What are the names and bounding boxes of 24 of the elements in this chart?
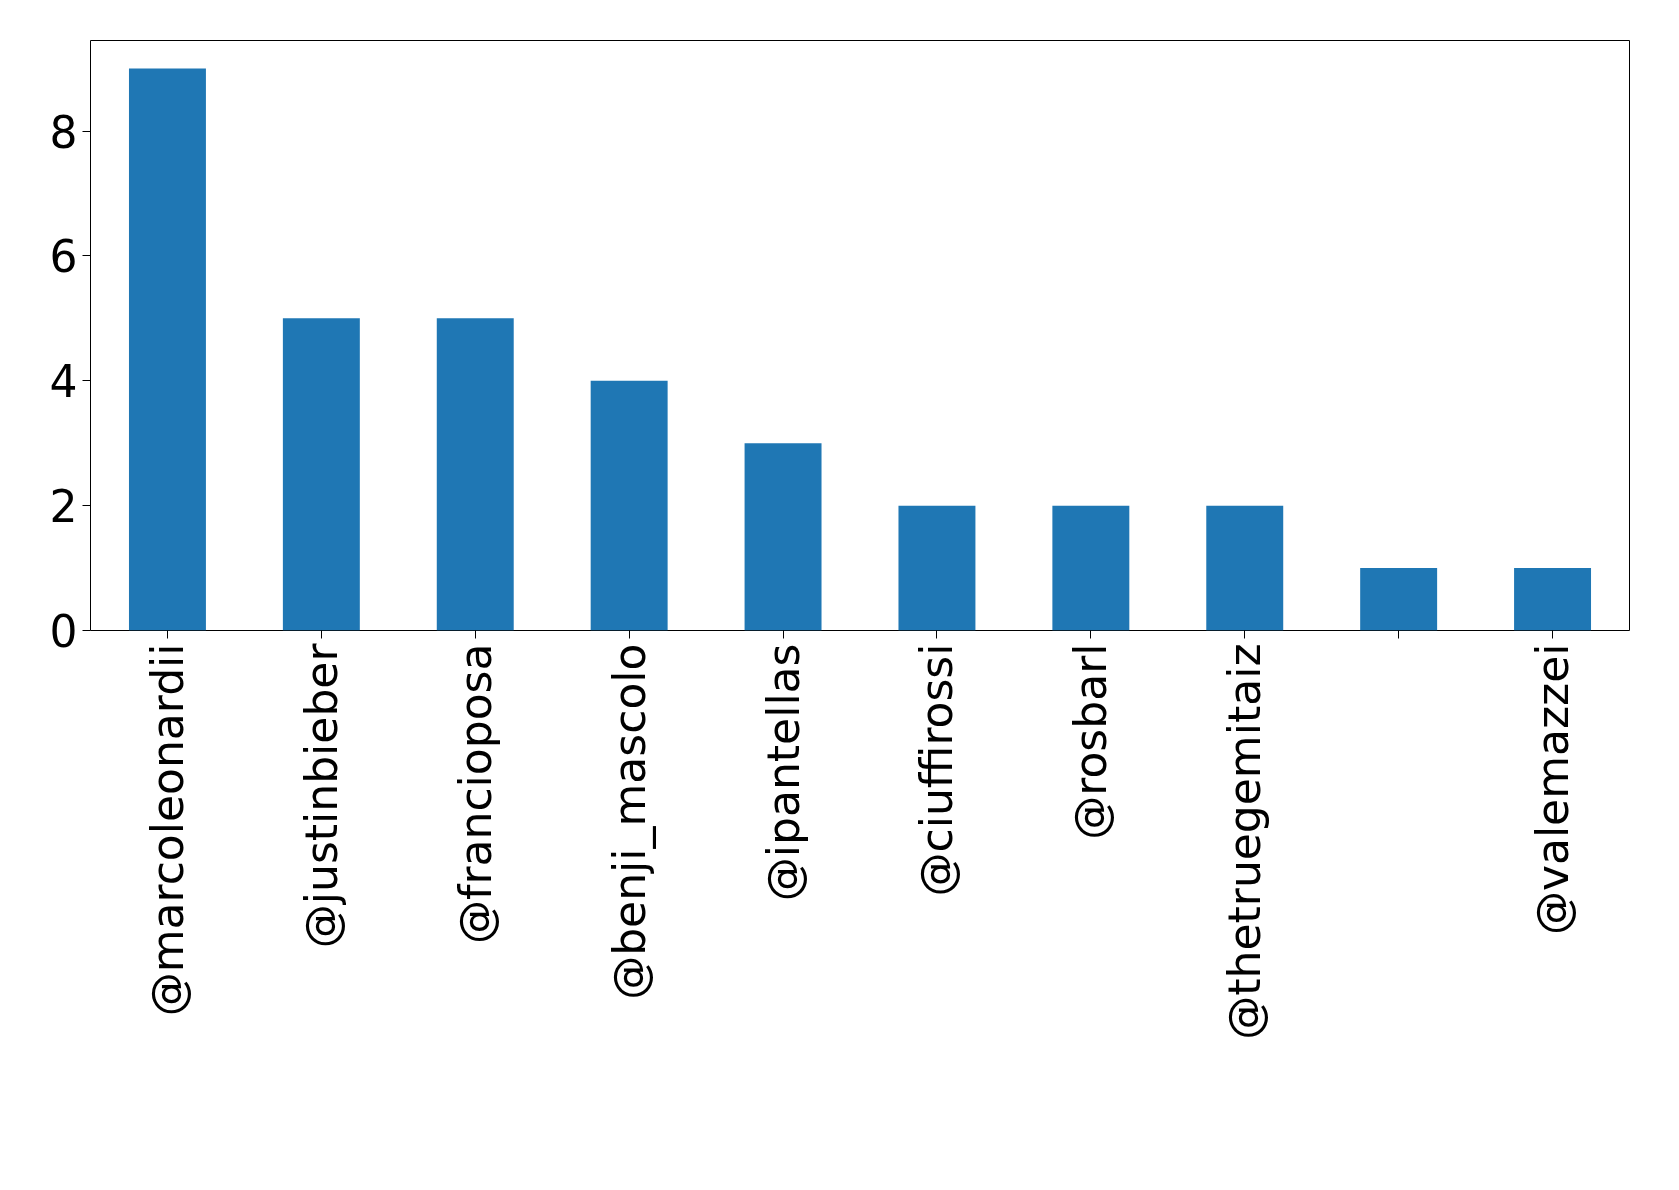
x-tick-label: @ciuffirossi	[911, 643, 963, 897]
x-tick-label: @rosbarl	[1065, 643, 1117, 840]
bar	[1052, 505, 1130, 631]
x-tick-label: @marcoleonardii	[141, 643, 193, 1017]
bar	[898, 505, 976, 631]
y-tick-label: 8	[49, 106, 78, 158]
y-tick-label: 0	[49, 606, 78, 657]
bar	[1360, 568, 1438, 631]
x-tick-label: @valemazzei	[1527, 643, 1579, 936]
y-tick-label: 2	[49, 481, 78, 533]
bar	[744, 443, 822, 631]
x-tick-label: @justinbieber	[295, 642, 347, 949]
bar	[590, 380, 668, 631]
x-tick-label: @francioposa	[449, 643, 501, 944]
bar	[1514, 568, 1592, 631]
bar	[128, 68, 206, 631]
x-tick-label: @thetruegemitaiz	[1219, 643, 1271, 1040]
y-tick-label: 4	[49, 356, 78, 408]
bar	[282, 318, 360, 631]
y-tick-label: 6	[49, 231, 78, 283]
bar	[1206, 505, 1284, 631]
x-tick-label: @benji_mascolo	[603, 643, 656, 1000]
bar	[436, 318, 514, 631]
x-tick-label: @ipantellas	[757, 643, 809, 902]
